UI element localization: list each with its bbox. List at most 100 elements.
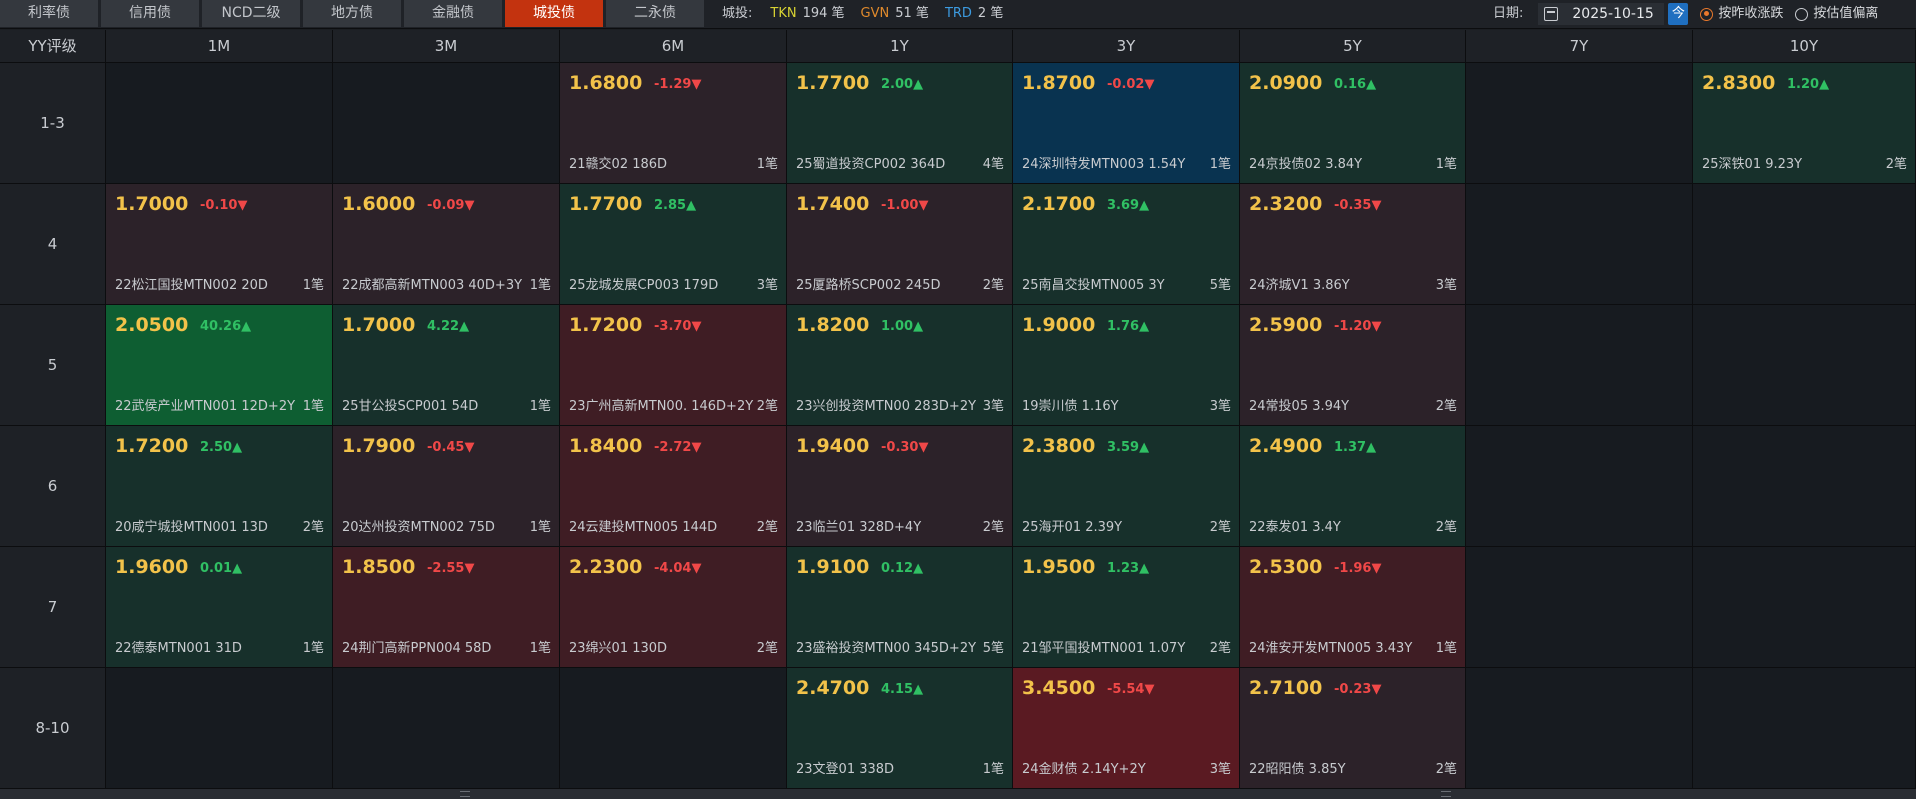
tenor-header[interactable]: 5Y [1240,30,1466,63]
quote-cell[interactable]: 1.7000 -0.10▼ 22松江国投MTN002 20D 1笔 [106,184,333,305]
tab-4[interactable]: 金融债 [404,0,502,27]
quote-cell[interactable]: 1.8700 -0.02▼ 24深圳特发MTN003 1.54Y 1笔 [1013,63,1240,184]
tenor-header[interactable]: 1Y [787,30,1013,63]
arrow-down-icon: ▼ [237,198,248,213]
change-value: 1.20 [1787,77,1820,92]
bond-name: 25南昌交投MTN005 3Y [1022,278,1165,293]
yield-change: -2.72▼ [654,440,701,455]
quote-cell[interactable]: 1.9400 -0.30▼ 23临兰01 328D+4Y 2笔 [787,426,1013,547]
tab-0[interactable]: 利率债 [0,0,98,27]
quote-cell[interactable]: 2.7100 -0.23▼ 22昭阳债 3.85Y 2笔 [1240,668,1466,789]
yield-value: 2.3200 [1249,193,1323,215]
yield-value: 2.0500 [115,314,189,336]
quote-cell[interactable]: 1.8400 -2.72▼ 24云建投MTN005 144D 2笔 [560,426,787,547]
quote-cell[interactable]: 2.3800 3.59▲ 25海开01 2.39Y 2笔 [1013,426,1240,547]
quote-cell[interactable]: 1.9500 1.23▲ 21邹平国投MTN001 1.07Y 2笔 [1013,547,1240,668]
quote-cell[interactable]: 1.9000 1.76▲ 19崇川债 1.16Y 3笔 [1013,305,1240,426]
yield-change: -1.20▼ [1334,319,1381,334]
quote-cell[interactable]: 1.6000 -0.09▼ 22成都高新MTN003 40D+3Y 1笔 [333,184,560,305]
yield-change: 1.37▲ [1334,440,1376,455]
tenor-header[interactable]: 10Y [1693,30,1916,63]
change-value: -2.72 [654,440,692,455]
arrow-up-icon: ▲ [1819,77,1830,92]
radio-prev-close-change[interactable]: 按昨收涨跌 [1700,0,1783,28]
tenor-header[interactable]: 7Y [1466,30,1693,63]
quote-cell[interactable]: 2.8300 1.20▲ 25深铁01 9.23Y 2笔 [1693,63,1916,184]
bond-name: 25深铁01 9.23Y [1702,157,1803,172]
yield-value: 1.7200 [569,314,643,336]
change-value: -1.29 [654,77,692,92]
bond-name: 22昭阳债 3.85Y [1249,762,1346,777]
quote-cell[interactable]: 1.7000 4.22▲ 25甘公投SCP001 54D 1笔 [333,305,560,426]
quote-cell[interactable]: 2.3200 -0.35▼ 24济城V1 3.86Y 3笔 [1240,184,1466,305]
yield-value: 1.7700 [569,193,643,215]
quote-cell[interactable]: 1.7200 2.50▲ 20咸宁城投MTN001 13D 2笔 [106,426,333,547]
bond-category-tabs: 利率债 信用债 NCD二级 地方债 金融债 城投债 二永债 [0,0,707,28]
quote-cell[interactable]: 3.4500 -5.54▼ 24金财债 2.14Y+2Y 3笔 [1013,668,1240,789]
quote-cell[interactable]: 1.6800 -1.29▼ 21赣交02 186D 1笔 [560,63,787,184]
quote-cell[interactable]: 1.7700 2.85▲ 25龙城发展CP003 179D 3笔 [560,184,787,305]
quote-cell[interactable]: 1.7400 -1.00▼ 25厦路桥SCP002 245D 2笔 [787,184,1013,305]
yield-value: 1.7900 [342,435,416,457]
bond-name: 23盛裕投资MTN00 345D+2Y [796,641,977,656]
quote-cell[interactable]: 2.5300 -1.96▼ 24淮安开发MTN005 3.43Y 1笔 [1240,547,1466,668]
arrow-up-icon: ▲ [459,319,470,334]
tenor-header[interactable]: 3Y [1013,30,1240,63]
bond-name: 25厦路桥SCP002 245D [796,278,941,293]
splitter-grip-icon[interactable] [1441,791,1451,797]
gvn-label: GVN [860,6,890,21]
horizontal-splitter[interactable] [0,789,1916,799]
quote-cell[interactable]: 2.0500 40.26▲ 22武侯产业MTN001 12D+2Y 1笔 [106,305,333,426]
empty-cell [1466,63,1693,184]
trade-count: 2笔 [1209,641,1231,656]
tab-5[interactable]: 城投债 [505,0,603,27]
yield-change: 2.85▲ [654,198,696,213]
date-value: 2025-10-15 [1572,6,1654,22]
yield-change: 4.22▲ [427,319,469,334]
tenor-header[interactable]: 1M [106,30,333,63]
change-value: -5.54 [1107,682,1145,697]
tab-1[interactable]: 信用债 [101,0,199,27]
bond-name: 22松江国投MTN002 20D [115,278,268,293]
empty-cell [106,668,333,789]
quote-cell[interactable]: 1.7900 -0.45▼ 20达州投资MTN002 75D 1笔 [333,426,560,547]
trade-count: 2笔 [982,520,1004,535]
tab-6[interactable]: 二永债 [606,0,704,27]
quote-cell[interactable]: 2.4700 4.15▲ 23文登01 338D 1笔 [787,668,1013,789]
quote-cell[interactable]: 2.2300 -4.04▼ 23绵兴01 130D 2笔 [560,547,787,668]
yield-change: -1.29▼ [654,77,701,92]
bond-name: 24荆门高新PPN004 58D [342,641,492,656]
quote-cell[interactable]: 2.0900 0.16▲ 24京投债02 3.84Y 1笔 [1240,63,1466,184]
bond-name: 25蜀道投资CP002 364D [796,157,946,172]
yield-value: 1.7700 [796,72,870,94]
yield-value: 2.7100 [1249,677,1323,699]
quote-cell[interactable]: 1.7700 2.00▲ 25蜀道投资CP002 364D 4笔 [787,63,1013,184]
date-picker[interactable]: 2025-10-15 [1538,3,1665,25]
quote-cell[interactable]: 1.8200 1.00▲ 23兴创投资MTN00 283D+2Y 3笔 [787,305,1013,426]
tenor-header[interactable]: 6M [560,30,787,63]
bond-name: 22成都高新MTN003 40D+3Y [342,278,523,293]
quote-cell[interactable]: 2.1700 3.69▲ 25南昌交投MTN005 3Y 5笔 [1013,184,1240,305]
empty-cell [560,668,787,789]
quote-cell[interactable]: 1.9600 0.01▲ 22德泰MTN001 31D 1笔 [106,547,333,668]
quote-cell[interactable]: 2.5900 -1.20▼ 24常投05 3.94Y 2笔 [1240,305,1466,426]
rating-row-label: 7 [0,547,106,668]
arrow-down-icon: ▼ [1144,682,1155,697]
yield-value: 1.9400 [796,435,870,457]
quote-cell[interactable]: 1.8500 -2.55▼ 24荆门高新PPN004 58D 1笔 [333,547,560,668]
radio-valuation-deviation[interactable]: 按估值偏离 [1795,0,1878,28]
trade-count: 1笔 [302,278,324,293]
quote-cell[interactable]: 2.4900 1.37▲ 22泰发01 3.4Y 2笔 [1240,426,1466,547]
empty-cell [1693,547,1916,668]
splitter-grip-icon[interactable] [460,791,470,797]
rating-row-label: 6 [0,426,106,547]
yield-change: 1.23▲ [1107,561,1149,576]
today-button[interactable]: 今 [1668,3,1689,25]
bond-name: 24济城V1 3.86Y [1249,278,1350,293]
quote-cell[interactable]: 1.9100 0.12▲ 23盛裕投资MTN00 345D+2Y 5笔 [787,547,1013,668]
tenor-header[interactable]: 3M [333,30,560,63]
calendar-icon[interactable] [1544,7,1559,21]
tab-2[interactable]: NCD二级 [202,0,300,27]
tab-3[interactable]: 地方债 [303,0,401,27]
quote-cell[interactable]: 1.7200 -3.70▼ 23广州高新MTN00. 146D+2Y 2笔 [560,305,787,426]
